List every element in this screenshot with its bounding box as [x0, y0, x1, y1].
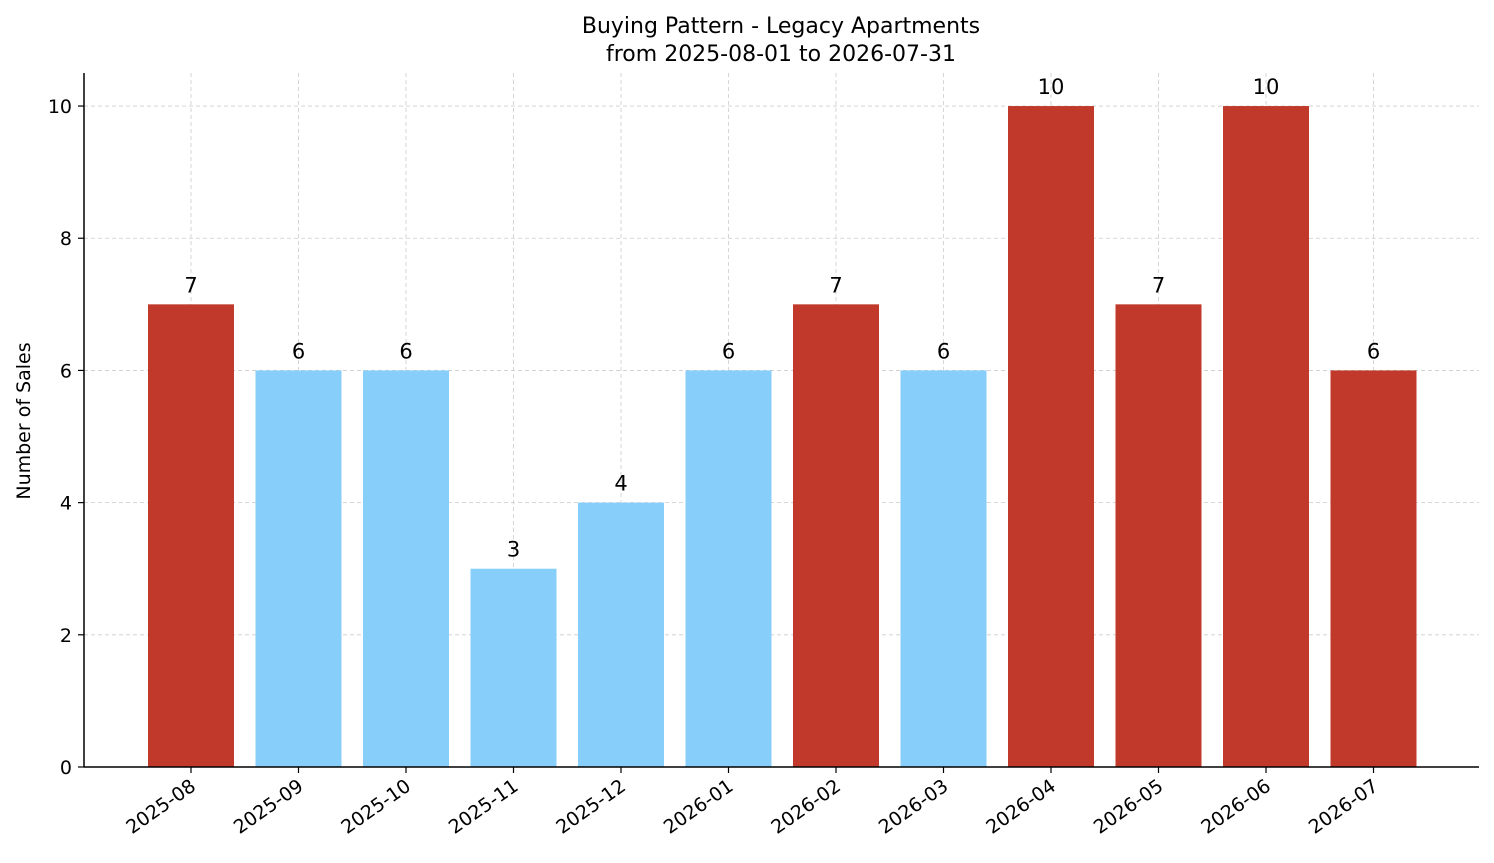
x-tick-label-2026-06: 2026-06 — [1197, 775, 1275, 839]
bar-2026-06 — [1223, 106, 1309, 768]
data-label-2025-10: 6 — [399, 339, 412, 363]
bar-2026-01 — [685, 370, 772, 767]
chart-title: Buying Pattern - Legacy Apartments — [582, 14, 980, 39]
bar-2025-12 — [578, 502, 664, 767]
bar-2025-08 — [148, 304, 234, 767]
x-tick-label-2025-12: 2025-12 — [552, 775, 630, 839]
chart-subtitle: from 2025-08-01 to 2026-07-31 — [606, 42, 956, 67]
data-label-2026-04: 10 — [1038, 75, 1065, 99]
bars — [148, 106, 1417, 768]
data-label-2025-12: 4 — [614, 472, 627, 496]
y-tick-label-4: 8 — [60, 228, 72, 250]
y-tick-label-3: 6 — [60, 360, 72, 382]
data-label-2025-09: 6 — [292, 339, 305, 363]
x-tick-label-2026-03: 2026-03 — [875, 775, 953, 839]
bar-2026-02 — [793, 304, 879, 767]
bar-2025-09 — [255, 370, 342, 767]
x-tick-label-2026-01: 2026-01 — [660, 775, 738, 839]
x-tick-label-2025-11: 2025-11 — [445, 775, 523, 839]
x-tick-label-2026-07: 2026-07 — [1305, 775, 1383, 839]
data-label-2026-05: 7 — [1152, 273, 1165, 297]
data-labels: 7 6 6 3 4 6 7 6 10 7 10 6 — [184, 75, 1380, 562]
bar-2026-04 — [1008, 106, 1094, 768]
y-tick-label-0: 0 — [60, 757, 72, 779]
x-tick-label-2025-08: 2025-08 — [122, 775, 200, 839]
bar-2026-05 — [1115, 304, 1202, 767]
data-label-2026-01: 6 — [722, 339, 735, 363]
bar-2026-03 — [900, 370, 987, 767]
x-tick-label-2025-09: 2025-09 — [230, 775, 308, 839]
x-ticks: 2025-08 2025-09 2025-10 2025-11 2025-12 2026-… — [122, 767, 1382, 839]
x-tick-label-2026-02: 2026-02 — [767, 775, 845, 839]
bar-2026-07 — [1330, 370, 1417, 767]
x-tick-label-2026-05: 2026-05 — [1090, 775, 1168, 839]
x-tick-label-2025-10: 2025-10 — [337, 775, 415, 839]
x-tick-label-2026-04: 2026-04 — [982, 775, 1060, 839]
y-tick-label-5: 10 — [48, 96, 72, 118]
y-tick-label-2: 4 — [60, 493, 72, 515]
bar-2025-10 — [363, 370, 449, 767]
y-axis-label: Number of Sales — [13, 342, 35, 499]
data-label-2025-11: 3 — [507, 538, 520, 562]
y-tick-label-1: 2 — [60, 625, 72, 647]
data-label-2026-03: 6 — [937, 339, 950, 363]
axes — [83, 73, 1479, 768]
data-label-2026-06: 10 — [1253, 75, 1280, 99]
data-label-2025-08: 7 — [184, 273, 197, 297]
data-label-2026-07: 6 — [1367, 339, 1380, 363]
data-label-2026-02: 7 — [829, 273, 842, 297]
bar-2025-11 — [470, 568, 557, 767]
y-ticks: 0 2 4 6 8 10 — [48, 96, 84, 779]
